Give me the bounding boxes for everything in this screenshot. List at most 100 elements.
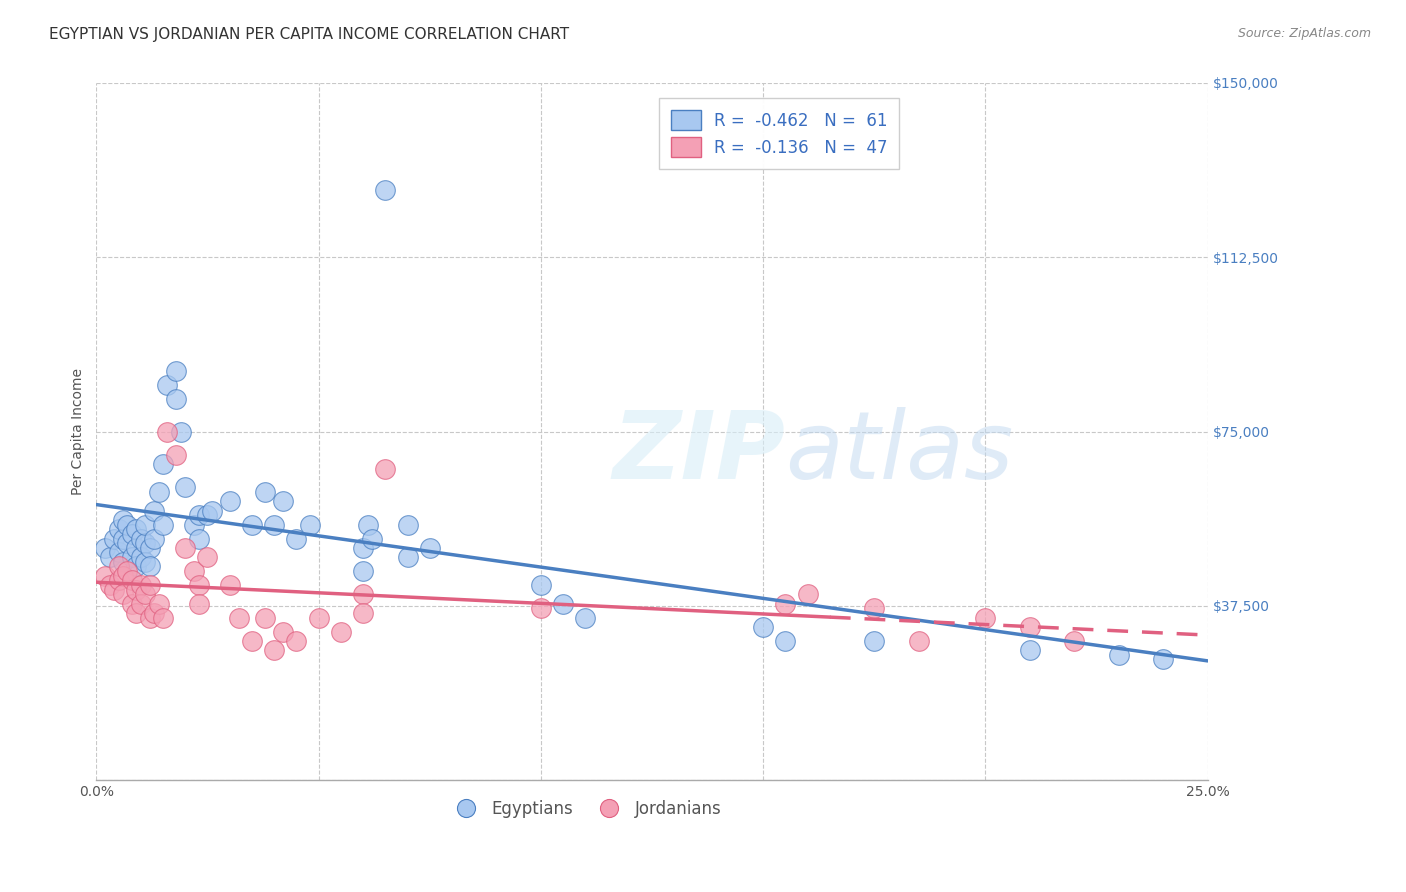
Point	[352, 564, 374, 578]
Text: EGYPTIAN VS JORDANIAN PER CAPITA INCOME CORRELATION CHART: EGYPTIAN VS JORDANIAN PER CAPITA INCOME …	[49, 27, 569, 42]
Point	[183, 517, 205, 532]
Point	[1108, 648, 1130, 662]
Point	[152, 457, 174, 471]
Point	[574, 610, 596, 624]
Point	[263, 517, 285, 532]
Point	[125, 541, 148, 555]
Point	[1018, 620, 1040, 634]
Point	[530, 601, 553, 615]
Point	[352, 541, 374, 555]
Point	[98, 550, 121, 565]
Point	[134, 587, 156, 601]
Point	[197, 508, 219, 523]
Point	[174, 480, 197, 494]
Text: Source: ZipAtlas.com: Source: ZipAtlas.com	[1237, 27, 1371, 40]
Point	[94, 541, 117, 555]
Point	[125, 559, 148, 574]
Text: atlas: atlas	[786, 407, 1014, 498]
Point	[107, 559, 129, 574]
Point	[308, 610, 330, 624]
Point	[138, 578, 160, 592]
Point	[111, 587, 134, 601]
Point	[271, 494, 294, 508]
Point	[148, 485, 170, 500]
Point	[254, 610, 277, 624]
Point	[143, 503, 166, 517]
Point	[419, 541, 441, 555]
Point	[197, 550, 219, 565]
Point	[94, 568, 117, 582]
Point	[138, 559, 160, 574]
Point	[111, 568, 134, 582]
Point	[374, 462, 396, 476]
Point	[329, 624, 352, 639]
Point	[775, 597, 797, 611]
Point	[98, 578, 121, 592]
Point	[107, 522, 129, 536]
Point	[156, 378, 179, 392]
Point	[263, 643, 285, 657]
Point	[138, 610, 160, 624]
Point	[187, 597, 209, 611]
Point	[374, 183, 396, 197]
Point	[551, 597, 574, 611]
Point	[129, 550, 152, 565]
Point	[796, 587, 818, 601]
Point	[201, 503, 224, 517]
Point	[134, 517, 156, 532]
Point	[165, 392, 187, 406]
Point	[187, 508, 209, 523]
Point	[361, 532, 384, 546]
Point	[298, 517, 321, 532]
Point	[107, 545, 129, 559]
Point	[148, 597, 170, 611]
Point	[863, 633, 886, 648]
Point	[218, 494, 240, 508]
Point	[863, 601, 886, 615]
Point	[129, 578, 152, 592]
Point	[107, 574, 129, 588]
Y-axis label: Per Capita Income: Per Capita Income	[72, 368, 86, 495]
Point	[143, 606, 166, 620]
Point	[530, 578, 553, 592]
Point	[117, 536, 139, 550]
Point	[396, 550, 419, 565]
Point	[152, 517, 174, 532]
Point	[187, 532, 209, 546]
Point	[152, 610, 174, 624]
Point	[254, 485, 277, 500]
Point	[103, 582, 125, 597]
Point	[165, 448, 187, 462]
Point	[285, 532, 308, 546]
Point	[352, 587, 374, 601]
Point	[356, 517, 378, 532]
Point	[352, 606, 374, 620]
Point	[240, 633, 263, 648]
Point	[134, 555, 156, 569]
Text: ZIP: ZIP	[613, 407, 786, 499]
Point	[174, 541, 197, 555]
Legend: Egyptians, Jordanians: Egyptians, Jordanians	[443, 793, 728, 824]
Point	[138, 541, 160, 555]
Point	[170, 425, 193, 439]
Point	[129, 597, 152, 611]
Point	[117, 517, 139, 532]
Point	[111, 532, 134, 546]
Point	[121, 550, 143, 565]
Point	[240, 517, 263, 532]
Point	[775, 633, 797, 648]
Point	[183, 564, 205, 578]
Point	[125, 522, 148, 536]
Point	[103, 532, 125, 546]
Point	[285, 633, 308, 648]
Point	[125, 606, 148, 620]
Point	[111, 555, 134, 569]
Point	[1063, 633, 1085, 648]
Point	[156, 425, 179, 439]
Point	[134, 536, 156, 550]
Point	[121, 574, 143, 588]
Point	[111, 513, 134, 527]
Point	[974, 610, 997, 624]
Point	[271, 624, 294, 639]
Point	[396, 517, 419, 532]
